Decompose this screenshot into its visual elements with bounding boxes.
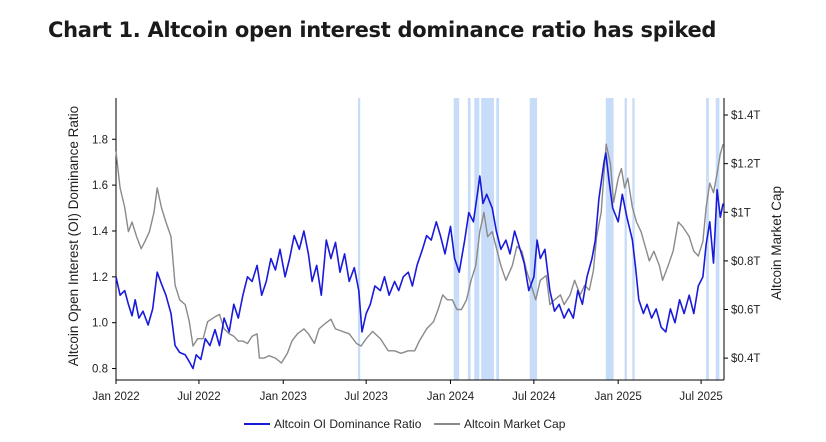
highlight-band-2 xyxy=(467,98,471,380)
chart-title: Chart 1. Altcoin open interest dominance… xyxy=(48,18,717,42)
highlight-band-3 xyxy=(474,98,480,380)
x-tick-label: Jul 2024 xyxy=(512,391,556,403)
x-tick-label: Jul 2023 xyxy=(344,391,387,403)
left-axis-label: Altcoin Open Interest (OI) Dominance Rat… xyxy=(66,106,81,366)
highlight-band-0 xyxy=(357,98,361,380)
right-tick-label: $0.6T xyxy=(731,305,760,317)
highlight-band-1 xyxy=(453,98,460,380)
highlight-band-11 xyxy=(715,98,720,380)
left-tick-label: 1.8 xyxy=(92,134,108,146)
highlight-band-8 xyxy=(624,98,627,380)
x-tick-label: Jan 2024 xyxy=(427,391,475,403)
x-tick-label: Jul 2022 xyxy=(177,391,220,403)
right-tick-label: $1.2T xyxy=(731,159,760,171)
series-lines xyxy=(115,143,724,370)
x-tick-label: Jan 2022 xyxy=(92,391,139,403)
right-tick-label: $1.4T xyxy=(731,110,760,122)
right-axis-label: Altcoin Market Cap xyxy=(769,186,784,300)
x-tick-label: Jan 2025 xyxy=(594,391,641,403)
right-tick-label: $1T xyxy=(731,207,751,219)
highlight-band-6 xyxy=(529,98,538,380)
left-tick-label: 1.4 xyxy=(92,226,109,238)
left-tick-label: 1.6 xyxy=(92,180,108,192)
plot-frame xyxy=(115,98,725,381)
x-tick-label: Jul 2025 xyxy=(679,391,722,403)
right-tick-label: $0.4T xyxy=(731,353,760,365)
left-tick-label: 0.8 xyxy=(92,364,108,376)
highlight-band-7 xyxy=(605,98,614,380)
legend-entry-0: Altcoin OI Dominance Ratio xyxy=(274,417,422,431)
left-tick-label: 1.2 xyxy=(92,272,108,284)
right-tick-label: $0.8T xyxy=(731,256,760,268)
market-cap-line xyxy=(115,143,724,364)
oi-dominance-line xyxy=(115,152,724,370)
x-tick-label: Jan 2023 xyxy=(260,391,307,403)
legend-entry-1: Altcoin Market Cap xyxy=(464,417,566,431)
legend: Altcoin OI Dominance Ratio Altcoin Market… xyxy=(244,417,566,431)
highlight-band-4 xyxy=(481,98,494,380)
highlight-band-9 xyxy=(632,98,635,380)
left-tick-label: 1.0 xyxy=(92,318,108,330)
highlight-bands xyxy=(357,98,720,380)
axis-ticks: 0.8 1.0 1.2 1.4 1.6 1.8 $0.4T $0.6T $0.8T $1T $1.2… xyxy=(92,110,760,403)
